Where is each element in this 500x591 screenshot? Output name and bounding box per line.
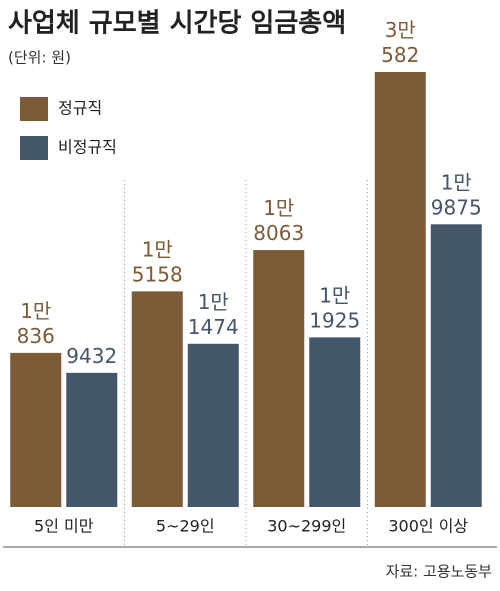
value-label-line: 836 <box>17 323 55 347</box>
chart-subtitle: (단위: 원) <box>8 49 71 67</box>
value-label: 9432 <box>66 343 117 367</box>
legend-label: 정규직 <box>58 99 102 118</box>
value-label-line: 1만 <box>142 237 173 261</box>
value-label-line: 1만 <box>198 289 229 313</box>
value-label-line: 1만 <box>263 196 294 220</box>
bar <box>374 72 426 507</box>
value-label-line: 582 <box>381 43 419 67</box>
bar <box>187 343 239 507</box>
bar <box>430 224 482 507</box>
bar <box>253 250 305 507</box>
value-label-line: 5158 <box>132 262 183 286</box>
value-label-line: 1만 <box>20 298 51 322</box>
legend-swatch <box>20 97 48 121</box>
x-tick-label: 5~29인 <box>156 517 215 536</box>
legend-label: 비정규직 <box>58 138 117 157</box>
value-label: 1만 1474 <box>188 289 239 338</box>
x-tick-label: 5인 미만 <box>34 517 94 536</box>
value-label: 1만 836 <box>17 298 55 347</box>
bar <box>131 291 183 507</box>
value-label-line: 9875 <box>431 195 482 219</box>
value-label: 3만 582 <box>381 18 419 67</box>
value-label-line: 9432 <box>66 343 117 367</box>
x-tick-label: 30~299인 <box>267 517 346 536</box>
x-tick-label: 300인 이상 <box>388 517 468 536</box>
value-label: 1만 1925 <box>309 283 360 332</box>
chart-title: 사업체 규모별 시간당 임금총액 <box>8 9 346 39</box>
legend-swatch <box>20 136 48 160</box>
value-label-line: 1만 <box>441 170 472 194</box>
value-label-line: 8063 <box>253 221 304 245</box>
bar <box>309 337 361 507</box>
value-label: 1만 5158 <box>132 237 183 286</box>
value-label-line: 1474 <box>188 314 239 338</box>
value-label: 1만 8063 <box>253 196 304 245</box>
source: 자료: 고용노동부 <box>386 563 493 581</box>
value-label-line: 3만 <box>385 18 416 42</box>
bar <box>10 352 62 507</box>
value-label-line: 1925 <box>309 308 360 332</box>
bar <box>66 372 118 507</box>
value-label-line: 1만 <box>319 283 350 307</box>
value-label: 1만 9875 <box>431 170 482 219</box>
